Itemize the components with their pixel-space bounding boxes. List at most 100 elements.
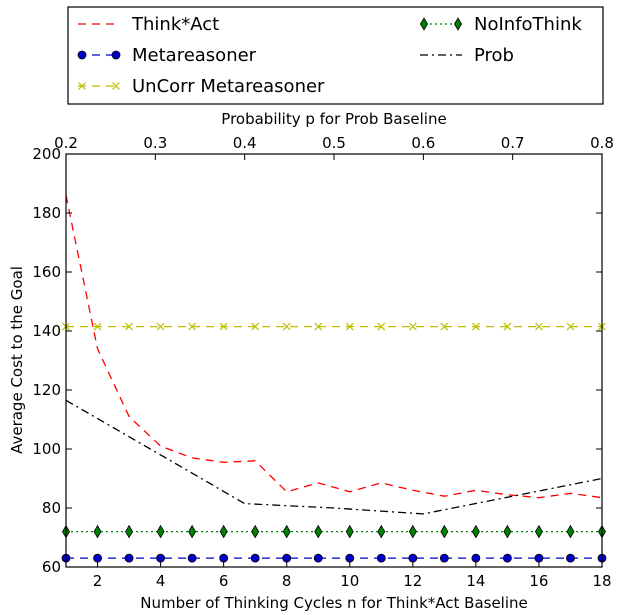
legend-label-uncorr-metareasoner: UnCorr Metareasoner (132, 76, 325, 97)
data-point-noinfothink (471, 524, 480, 539)
axis-layer: 2 4 6 8 10 12 14 16 18 0.2 0.3 0.4 0.5 0.6 0.7 0.8 60 80 1… (32, 134, 614, 590)
data-point-uncorr-metareasoner (219, 322, 228, 331)
y-tick-label: 60 (42, 558, 61, 576)
data-point-uncorr-metareasoner (156, 322, 165, 331)
data-point-metareasoner (282, 553, 292, 563)
data-point-uncorr-metareasoner (125, 322, 133, 331)
data-point-uncorr-metareasoner (503, 322, 512, 331)
legend-entry-uncorr-metareasoner: UnCorr Metareasoner (78, 76, 325, 97)
data-point-uncorr-metareasoner (188, 322, 197, 331)
data-point-noinfothink (408, 524, 417, 539)
legend-marker-uncorr-metareasoner (112, 82, 120, 90)
series-think-act (65, 195, 603, 499)
data-point-noinfothink (282, 524, 291, 539)
data-point-metareasoner (471, 553, 481, 563)
legend-label-prob: Prob (474, 45, 514, 66)
data-point-noinfothink (314, 524, 323, 539)
series-layer (61, 195, 607, 563)
legend-entry-noinfothink: NoInfoThink (420, 14, 582, 35)
legend-entry-prob: Prob (420, 45, 514, 66)
top-tick-label: 0.7 (501, 134, 525, 152)
y-tick-label: 80 (42, 499, 61, 517)
data-point-metareasoner (313, 553, 323, 563)
data-point-metareasoner (439, 553, 449, 563)
data-point-metareasoner (250, 553, 260, 563)
y-tick-label: 120 (32, 381, 61, 399)
legend-marker-uncorr-metareasoner (78, 82, 86, 90)
series-prob (65, 399, 603, 515)
y-tick-label: 180 (32, 204, 61, 222)
x-tick-label: 10 (340, 572, 359, 590)
y-axis-label: Average Cost to the Goal (8, 266, 26, 454)
data-point-uncorr-metareasoner (377, 322, 386, 331)
plot-area (66, 154, 602, 567)
top-tick-label: 0.4 (233, 134, 257, 152)
x-tick-label: 6 (219, 572, 229, 590)
data-point-uncorr-metareasoner (345, 322, 354, 331)
legend: Think*Act Metareasoner UnCorr Metareasoner… (67, 6, 604, 105)
data-point-metareasoner (345, 553, 355, 563)
data-point-noinfothink (534, 524, 543, 539)
data-point-noinfothink (219, 524, 228, 539)
legend-label-noinfothink: NoInfoThink (474, 14, 582, 35)
data-point-noinfothink (93, 524, 102, 539)
top-tick-label: 0.5 (322, 134, 346, 152)
data-point-noinfothink (503, 524, 512, 539)
series-line-prob (65, 399, 603, 515)
y-tick-label: 100 (32, 440, 61, 458)
legend-marker-metareasoner (77, 50, 87, 60)
data-point-noinfothink (440, 524, 449, 539)
x-tick-label: 18 (592, 572, 611, 590)
data-point-uncorr-metareasoner (408, 322, 417, 331)
data-point-metareasoner (408, 553, 418, 563)
data-point-uncorr-metareasoner (251, 322, 260, 331)
legend-marker-noinfothink (454, 17, 462, 31)
data-point-metareasoner (93, 553, 102, 563)
legend-marker-metareasoner (111, 50, 121, 60)
data-point-uncorr-metareasoner (566, 322, 575, 331)
top-tick-label: 0.2 (54, 134, 78, 152)
y-tick-label: 200 (32, 145, 61, 163)
y-tick-label: 160 (32, 263, 61, 281)
x-tick-label: 12 (403, 572, 422, 590)
data-point-noinfothink (345, 524, 354, 539)
data-point-noinfothink (188, 524, 197, 539)
data-point-uncorr-metareasoner (93, 322, 102, 331)
y-tick-label: 140 (32, 322, 61, 340)
series-noinfothink (62, 524, 606, 539)
series-line-think-act (65, 195, 603, 499)
data-point-metareasoner (187, 553, 197, 563)
data-point-metareasoner (566, 553, 575, 563)
legend-entry-think-act: Think*Act (78, 14, 219, 35)
top-tick-label: 0.8 (590, 134, 614, 152)
x-tick-label: 14 (466, 572, 485, 590)
data-point-metareasoner (534, 553, 544, 563)
x-axis-label: Number of Thinking Cycles n for Think*Ac… (140, 594, 528, 612)
top-tick-label: 0.3 (143, 134, 167, 152)
data-point-uncorr-metareasoner (282, 322, 291, 331)
data-point-noinfothink (566, 524, 575, 539)
data-point-noinfothink (377, 524, 386, 539)
legend-label-metareasoner: Metareasoner (132, 45, 257, 66)
data-point-uncorr-metareasoner (440, 322, 449, 331)
legend-label-think-act: Think*Act (131, 14, 219, 35)
data-point-noinfothink (251, 524, 260, 539)
data-point-uncorr-metareasoner (314, 322, 323, 331)
data-point-uncorr-metareasoner (535, 322, 543, 331)
data-point-metareasoner (219, 553, 229, 563)
data-point-metareasoner (156, 553, 165, 563)
x-tick-label: 4 (156, 572, 166, 590)
legend-entry-metareasoner: Metareasoner (77, 45, 257, 66)
x-tick-label: 8 (282, 572, 292, 590)
data-point-metareasoner (503, 553, 512, 563)
data-point-noinfothink (156, 524, 165, 539)
legend-marker-noinfothink (420, 17, 428, 31)
data-point-metareasoner (124, 553, 134, 563)
x-tick-label: 16 (529, 572, 548, 590)
top-axis-label: Probability p for Prob Baseline (221, 110, 446, 128)
legend-frame (67, 6, 604, 105)
data-point-metareasoner (376, 553, 386, 563)
series-metareasoner (61, 553, 607, 563)
data-point-noinfothink (125, 524, 134, 539)
